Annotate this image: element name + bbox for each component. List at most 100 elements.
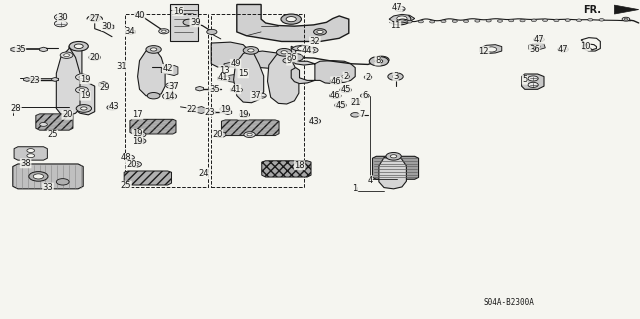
Circle shape (133, 163, 138, 166)
Circle shape (130, 161, 141, 167)
Circle shape (532, 45, 540, 48)
Circle shape (79, 89, 85, 91)
Circle shape (76, 87, 88, 93)
Circle shape (220, 107, 230, 112)
Circle shape (374, 56, 389, 64)
Circle shape (136, 132, 146, 137)
Polygon shape (237, 4, 349, 41)
Text: 2: 2 (343, 72, 348, 81)
Text: 23: 23 (30, 76, 40, 85)
Circle shape (407, 21, 412, 23)
Text: 22: 22 (187, 105, 197, 114)
Circle shape (136, 138, 146, 144)
Text: 46: 46 (331, 77, 341, 86)
Circle shape (207, 29, 217, 34)
Polygon shape (291, 45, 314, 51)
Circle shape (369, 56, 388, 66)
Text: 29: 29 (99, 83, 109, 92)
Text: 5: 5 (522, 75, 527, 84)
Text: 40: 40 (134, 11, 145, 20)
Polygon shape (52, 78, 58, 81)
Polygon shape (130, 119, 176, 134)
Text: 20: 20 (90, 53, 100, 62)
Polygon shape (104, 24, 114, 30)
Circle shape (531, 19, 536, 22)
Polygon shape (99, 82, 108, 87)
Circle shape (335, 102, 346, 108)
Polygon shape (480, 45, 502, 54)
Circle shape (298, 46, 307, 51)
Polygon shape (224, 110, 232, 115)
Polygon shape (291, 46, 355, 84)
Polygon shape (211, 42, 289, 68)
Text: 35: 35 (209, 85, 220, 94)
Text: 20: 20 (126, 160, 136, 169)
Circle shape (286, 17, 296, 22)
Text: 31: 31 (116, 63, 127, 71)
Polygon shape (196, 86, 204, 91)
Circle shape (256, 93, 266, 98)
Text: 7: 7 (359, 110, 364, 119)
Circle shape (60, 52, 73, 58)
Text: 20: 20 (62, 110, 72, 119)
Circle shape (40, 122, 47, 126)
Circle shape (166, 83, 177, 88)
Circle shape (520, 19, 525, 22)
Text: 42: 42 (163, 64, 173, 73)
Text: 19: 19 (80, 91, 90, 100)
Text: 47: 47 (534, 35, 544, 44)
Polygon shape (218, 75, 237, 82)
Circle shape (27, 149, 35, 152)
Text: 36: 36 (529, 45, 540, 54)
Circle shape (330, 78, 342, 84)
Circle shape (395, 6, 405, 11)
Polygon shape (14, 147, 47, 160)
Circle shape (150, 48, 157, 51)
Circle shape (281, 14, 301, 24)
Polygon shape (20, 78, 58, 80)
Text: 47: 47 (392, 4, 402, 12)
Circle shape (577, 19, 582, 21)
Circle shape (343, 89, 348, 91)
FancyBboxPatch shape (170, 4, 198, 41)
Circle shape (166, 95, 173, 98)
Polygon shape (529, 43, 545, 50)
Circle shape (317, 30, 323, 33)
Circle shape (397, 16, 407, 21)
Circle shape (76, 105, 92, 112)
Text: 18: 18 (294, 161, 305, 170)
Polygon shape (24, 78, 30, 81)
Polygon shape (262, 161, 311, 177)
Text: 16: 16 (173, 7, 183, 16)
Text: 45: 45 (340, 85, 351, 94)
Text: 3: 3 (393, 72, 398, 81)
Polygon shape (230, 86, 250, 94)
Text: 28: 28 (11, 104, 21, 113)
Circle shape (243, 47, 259, 54)
Polygon shape (389, 14, 415, 23)
Text: 37: 37 (251, 91, 261, 100)
Circle shape (163, 93, 177, 100)
Circle shape (441, 20, 446, 23)
Circle shape (64, 54, 69, 57)
Text: 37: 37 (169, 82, 179, 91)
Circle shape (554, 19, 559, 22)
Text: 4: 4 (367, 176, 372, 185)
Text: FR.: FR. (584, 4, 602, 15)
Text: 19: 19 (238, 110, 248, 119)
Circle shape (90, 17, 100, 22)
Circle shape (314, 29, 326, 35)
Circle shape (364, 75, 372, 79)
Circle shape (107, 105, 117, 110)
Circle shape (242, 114, 247, 116)
Circle shape (56, 179, 69, 185)
Circle shape (309, 118, 321, 124)
Circle shape (452, 20, 458, 22)
Polygon shape (207, 110, 215, 115)
Circle shape (342, 75, 349, 78)
Text: 30: 30 (102, 22, 112, 31)
Circle shape (54, 14, 67, 20)
Circle shape (351, 100, 360, 104)
Polygon shape (56, 45, 80, 115)
Circle shape (29, 172, 48, 181)
